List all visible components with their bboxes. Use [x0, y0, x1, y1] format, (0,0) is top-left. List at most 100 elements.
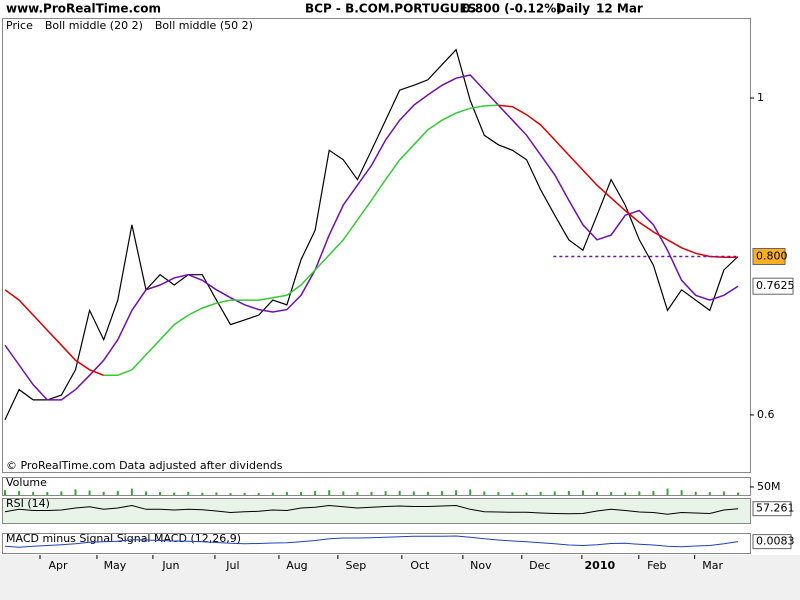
volume-bar	[144, 491, 147, 495]
volume-bar	[32, 491, 35, 495]
rsi-frame	[2, 498, 751, 524]
volume-bar	[440, 491, 443, 495]
volume-bar	[18, 490, 21, 495]
panel-title: Volume	[6, 476, 47, 489]
y-tick-label: 1	[757, 91, 764, 104]
line	[4, 535, 739, 548]
volume-bar	[497, 492, 500, 495]
line	[4, 504, 739, 515]
legend-entry: Boll middle (50 2)	[155, 19, 253, 32]
volume-bar	[243, 492, 246, 495]
volume-bar	[102, 491, 105, 495]
volume-bar	[60, 491, 63, 495]
volume-bar	[370, 491, 373, 495]
price-tag	[752, 247, 786, 265]
volume-bar	[229, 493, 232, 495]
volume-bar	[511, 492, 514, 495]
x-tick-label: 2010	[585, 559, 616, 572]
x-tick-label: Jul	[225, 559, 239, 572]
value-tag	[752, 534, 792, 550]
y-tick-label: 0.6	[757, 408, 775, 421]
line	[4, 289, 104, 376]
volume-bar	[610, 492, 613, 495]
volume-bar	[581, 490, 584, 495]
line	[4, 48, 739, 420]
volume-bar	[539, 491, 542, 495]
volume-bar	[130, 488, 133, 495]
x-tick-label: Aug	[286, 559, 307, 572]
volume-bar	[314, 490, 317, 495]
site: www.ProRealTime.com	[6, 2, 161, 16]
volume-bar	[638, 491, 641, 495]
volume-bar	[4, 490, 6, 495]
volume-bar	[666, 488, 669, 495]
x-tick-label: May	[104, 559, 127, 572]
title: BCP - B.COM.PORTUGUES	[305, 2, 476, 16]
x-tick-label: Feb	[647, 559, 666, 572]
volume-bar	[201, 492, 204, 495]
line	[498, 104, 738, 259]
x-tick-label: Dec	[529, 559, 550, 572]
volume-bar	[46, 492, 49, 495]
volume-bar	[483, 491, 486, 495]
x-tick-label: Oct	[410, 559, 430, 572]
note: © ProRealTime.com Data adjusted after di…	[6, 459, 283, 472]
volume-bar	[525, 492, 528, 495]
volume-bar	[398, 490, 401, 495]
volume-bar	[257, 492, 260, 495]
volume-bar	[426, 491, 429, 495]
line	[4, 74, 739, 401]
panel-title: MACD minus Signal Signal MACD (12,26,9)	[6, 532, 241, 545]
price-tag-label: 0.800	[756, 249, 788, 262]
volume-bar	[159, 492, 162, 495]
legend-entry: Boll middle (20 2)	[45, 19, 143, 32]
volume-bar	[173, 492, 176, 495]
x-tick-label: Apr	[48, 559, 68, 572]
volume-bar	[553, 491, 556, 495]
volume-bar	[567, 490, 570, 495]
boll-tag-label: 0.7625	[756, 279, 795, 292]
volume-bar	[469, 489, 472, 495]
x-tick-label: Jun	[161, 559, 179, 572]
volume-bar	[116, 490, 119, 495]
volume-bar	[455, 490, 458, 495]
value-tag-label: 57.261	[756, 502, 795, 515]
y-tick-label: 50M	[757, 480, 781, 493]
volume-bar	[737, 492, 739, 495]
volume-bar	[74, 489, 77, 495]
volume-bar	[300, 491, 303, 495]
volume-bar	[88, 490, 91, 495]
line	[103, 104, 499, 377]
volume-bar	[722, 491, 725, 495]
volume-bar	[680, 490, 683, 495]
x-tick-label: Mar	[702, 559, 723, 572]
x-tick-label: Sep	[345, 559, 366, 572]
volume-bar	[285, 492, 288, 495]
volume-bar	[596, 491, 599, 495]
quote: 0.800 (-0.12%)	[462, 2, 562, 16]
volume-bar	[187, 491, 190, 495]
panel-title: RSI (14)	[6, 497, 50, 510]
volume-bar	[652, 490, 655, 495]
volume-bar	[624, 492, 627, 495]
volume-bar	[412, 491, 415, 495]
date: 12 Mar	[596, 2, 643, 16]
volume-bar	[215, 492, 218, 495]
volume-bar	[356, 492, 359, 495]
value-tag	[752, 501, 792, 517]
volume-bar	[708, 492, 711, 495]
volume-bar	[328, 490, 331, 495]
boll-tag	[752, 277, 794, 295]
period: Daily	[556, 2, 590, 16]
value-tag-label: 0.0083	[756, 535, 795, 548]
x-axis-band	[0, 555, 800, 600]
volume-bar	[384, 491, 387, 495]
macd-frame	[2, 533, 751, 554]
volume-bar	[694, 491, 697, 495]
main-frame	[2, 18, 751, 473]
volume-bar	[342, 491, 345, 495]
volume-bar	[271, 492, 274, 495]
legend-entry: Price	[6, 19, 33, 32]
